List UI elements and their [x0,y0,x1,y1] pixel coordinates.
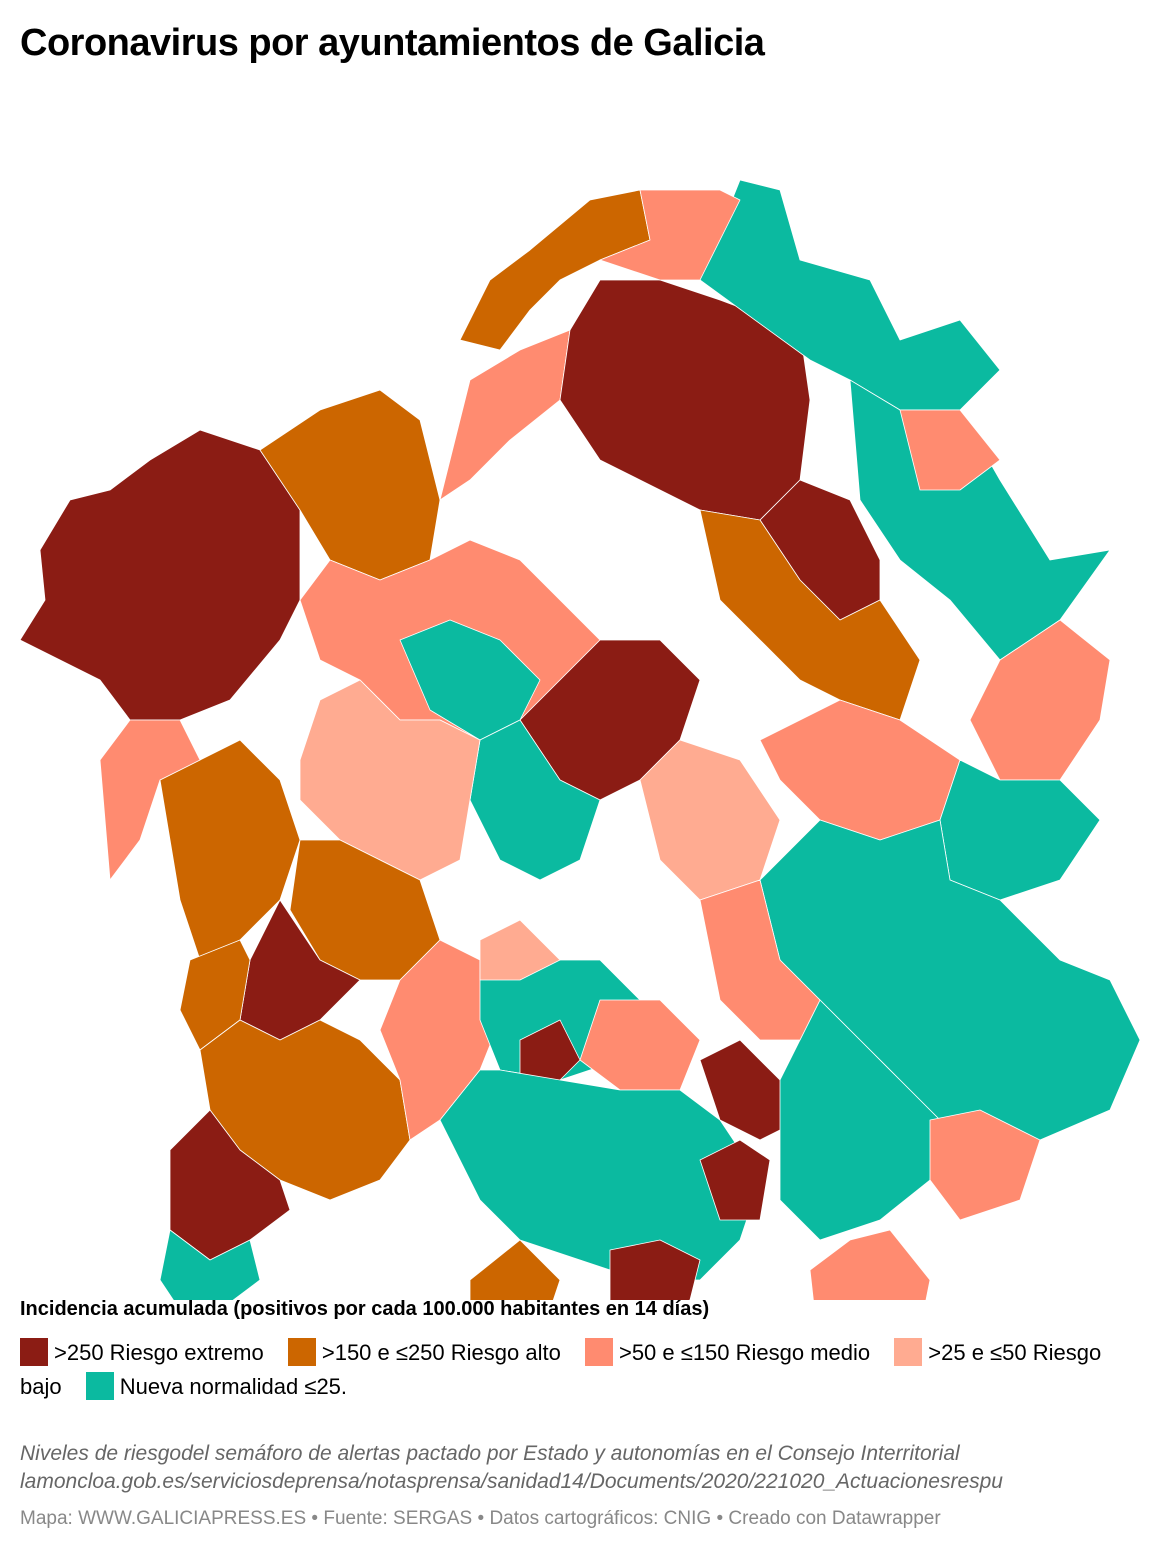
chart-title: Coronavirus por ayuntamientos de Galicia [20,22,765,64]
map-region[interactable] [479,919,561,981]
legend-title: Incidencia acumulada (positivos por cada… [20,1298,710,1320]
legend-item-normal: Nueva normalidad ≤25. [85,1372,348,1400]
map-region[interactable] [299,679,481,881]
notes: Niveles de riesgodel semáforo de alertas… [20,1440,1140,1496]
map-region[interactable] [559,279,811,521]
map-region[interactable] [759,699,961,841]
footer-credits: Mapa: WWW.GALICIAPRESS.ES • Fuente: SERG… [20,1508,941,1529]
legend-swatch-high [287,1338,316,1366]
map-region[interactable] [969,619,1111,781]
legend-swatch-extreme [20,1338,48,1366]
map-region[interactable] [699,509,921,721]
legend-item-medium: >50 e ≤150 Riesgo medio [584,1338,871,1366]
map-region[interactable] [939,759,1101,901]
legend-swatch-low [894,1338,923,1366]
legend-swatch-normal [85,1372,114,1400]
map-region[interactable] [579,999,701,1091]
map-region[interactable] [439,329,571,501]
legend-swatch-medium [584,1338,613,1366]
map-region[interactable] [399,619,541,741]
map-region[interactable] [929,1109,1041,1221]
legend-item-high: >150 e ≤250 Riesgo alto [287,1338,561,1366]
map-region[interactable] [599,189,741,281]
galicia-choropleth-map [19,179,1141,1300]
legend-label: >25 e ≤50 Riesgo bajo [20,1340,1102,1399]
legend-item-extreme: >250 Riesgo extremo [20,1338,264,1366]
map-region[interactable] [899,409,1001,491]
map-region[interactable] [699,879,821,1041]
map-region[interactable] [99,719,201,881]
legend: >250 Riesgo extremo >150 e ≤250 Riesgo a… [20,1336,1140,1404]
map-region[interactable] [699,1139,771,1221]
map-region[interactable] [639,739,781,901]
legend-label: Nueva normalidad ≤25. [119,1374,348,1399]
map-region[interactable] [809,1229,931,1300]
legend-label: >150 e ≤250 Riesgo alto [321,1340,561,1365]
map-region[interactable] [159,1229,261,1300]
map-region[interactable] [469,1239,561,1300]
notes-line-1: Niveles de riesgodel semáforo de alertas… [20,1442,960,1465]
legend-item-low: >25 e ≤50 Riesgo bajo [20,1338,1102,1399]
map-region[interactable] [19,429,301,721]
notes-source-link[interactable]: lamoncloa.gob.es/serviciosdeprensa/notas… [20,1470,1003,1493]
legend-label: >250 Riesgo extremo [54,1340,264,1365]
map-region[interactable] [469,719,601,881]
map-region[interactable] [259,389,441,581]
map-region[interactable] [609,1239,701,1300]
legend-label: >50 e ≤150 Riesgo medio [618,1340,871,1365]
